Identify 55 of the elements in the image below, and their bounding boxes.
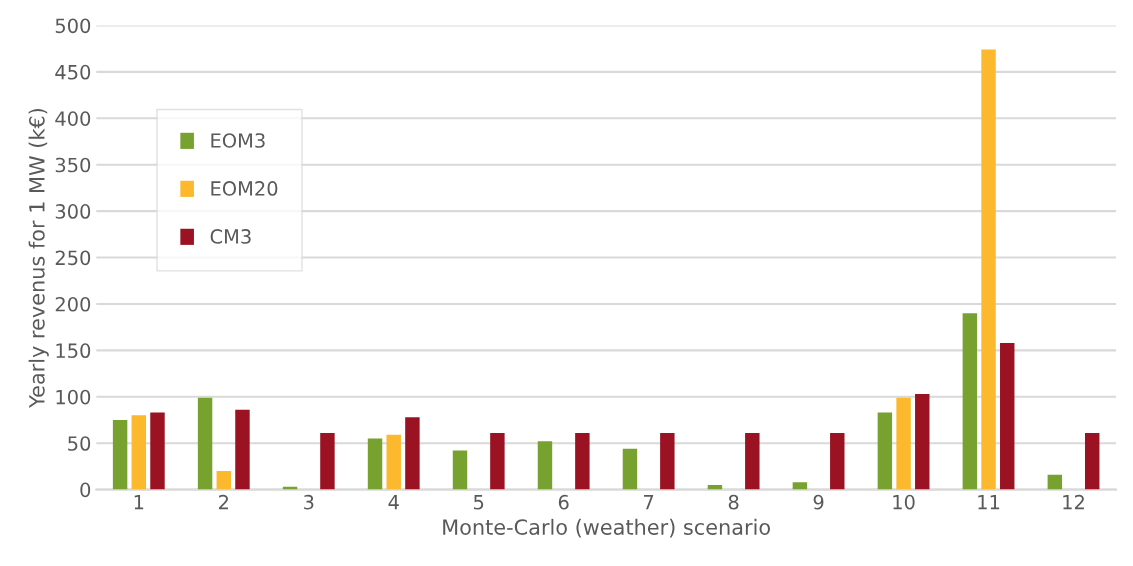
x-tick-label: 7 [644,495,654,510]
bar [150,412,165,490]
legend-label: EOM3 [211,133,265,148]
x-tick-label: 3 [304,494,314,510]
y-tick-label: 150 [56,343,91,359]
bar [792,482,808,490]
legend-label: CM3 [210,229,251,244]
y-tick-label: 0 [80,482,91,498]
x-tick-label: 9 [813,494,824,510]
x-tick-label: 1 [134,495,144,510]
x-tick-label: 5 [474,495,484,510]
bar [622,448,638,490]
bar [367,438,383,490]
y-tick-label: 100 [56,389,91,405]
legend-label: EOM20 [211,181,278,196]
y-tick-label: 200 [55,296,91,312]
x-tick-label: 6 [558,494,569,510]
bar [216,471,231,490]
y-tick-label: 50 [68,436,91,451]
bar [537,441,553,490]
bar [1047,474,1063,490]
x-tick-label: 12 [1063,494,1084,510]
y-tick-label: 500 [55,18,91,34]
bar [745,432,760,490]
x-tick-label: 2 [219,494,229,510]
bar [575,432,590,490]
x-tick-label: 8 [728,494,739,510]
y-tick-label: 250 [55,250,91,266]
bar [197,397,213,490]
y-axis-title: Yearly revenus for 1 MW (k€) [28,108,49,408]
y-tick-label: 400 [55,111,91,126]
bar [1084,432,1100,490]
x-axis-title: Monte-Carlo (weather) scenario [443,518,770,538]
bar [660,432,675,490]
bar [235,409,250,490]
bar [490,432,505,490]
y-tick-label: 300 [55,204,91,219]
bar [320,432,335,490]
bar [981,49,996,490]
bar [386,434,401,490]
bar [131,415,147,490]
x-tick-label: 10 [893,494,915,510]
y-tick-label: 350 [55,157,91,173]
bar [112,419,128,490]
y-tick-label: 450 [55,64,91,80]
bar [877,412,893,490]
bar [405,417,420,490]
bar [915,393,930,490]
bar [1000,342,1015,490]
bar [830,432,845,490]
x-tick-label: 11 [978,495,1000,510]
bar [896,397,911,490]
bar [962,313,978,490]
x-tick-label: 4 [388,495,399,510]
bar [452,450,468,490]
